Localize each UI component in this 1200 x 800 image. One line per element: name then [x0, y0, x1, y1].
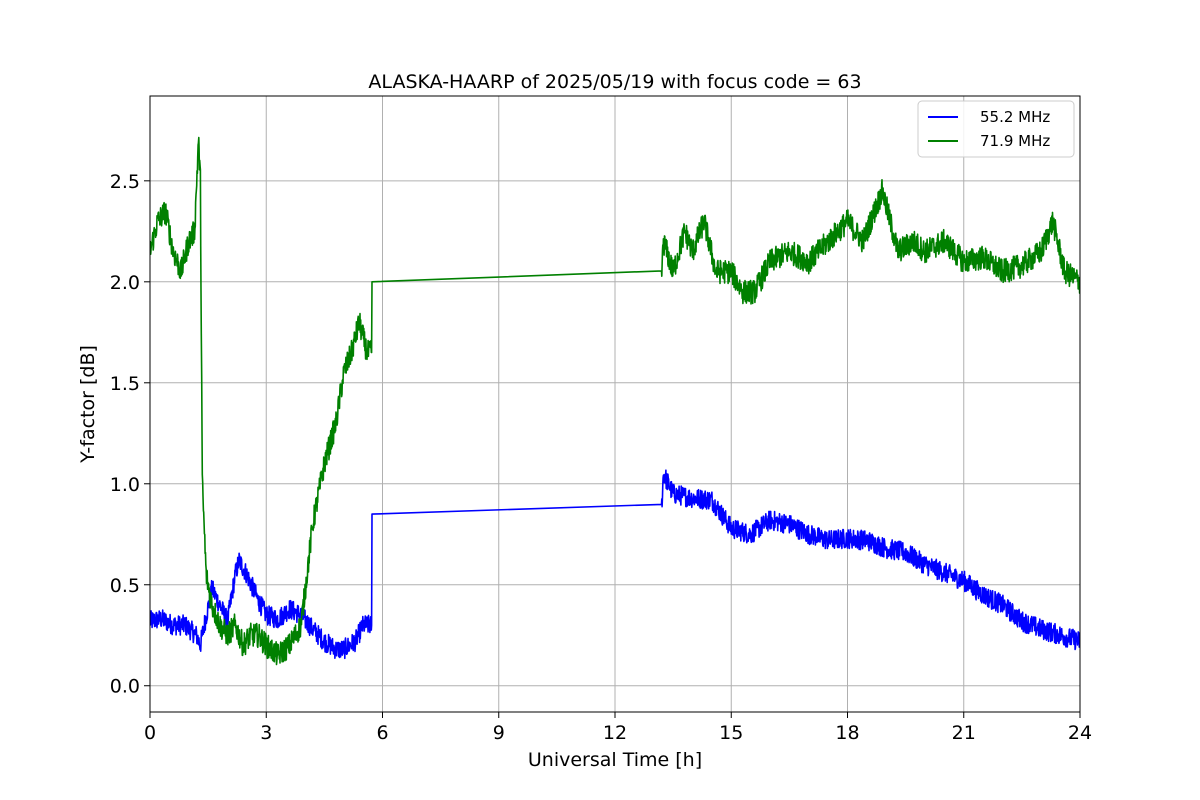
- x-tick-label: 24: [1068, 722, 1092, 744]
- legend: 55.2 MHz 71.9 MHz: [917, 100, 1075, 158]
- legend-label-1: 55.2 MHz: [980, 108, 1050, 126]
- ticks: 0 3 6 9 12 15 18 21 24 0.0 0.5 1.0 1.5 2.0 2.5: [110, 171, 1092, 744]
- y-tick-label: 2.0: [110, 272, 140, 294]
- legend-label-2: 71.9 MHz: [980, 132, 1050, 150]
- x-axis-label: Universal Time [h]: [528, 749, 702, 771]
- x-tick-label: 0: [144, 722, 156, 744]
- x-tick-label: 12: [603, 722, 627, 744]
- x-tick-label: 21: [952, 722, 976, 744]
- series-line-1: [150, 469, 1080, 660]
- x-tick-label: 3: [260, 722, 272, 744]
- y-tick-label: 2.5: [110, 171, 140, 193]
- y-tick-label: 0.5: [110, 575, 140, 597]
- y-tick-label: 1.5: [110, 373, 140, 395]
- x-tick-label: 6: [376, 722, 388, 744]
- y-tick-label: 1.0: [110, 474, 140, 496]
- y-axis-label: Y-factor [dB]: [77, 345, 99, 464]
- chart-title: ALASKA-HAARP of 2025/05/19 with focus co…: [368, 71, 861, 93]
- x-tick-label: 15: [719, 722, 743, 744]
- legend-box: [917, 100, 1075, 158]
- y-tick-label: 0.0: [110, 676, 140, 698]
- series-line-2: [150, 136, 1080, 666]
- plot-area: [150, 136, 1080, 666]
- x-tick-label: 9: [493, 722, 505, 744]
- x-tick-label: 18: [835, 722, 859, 744]
